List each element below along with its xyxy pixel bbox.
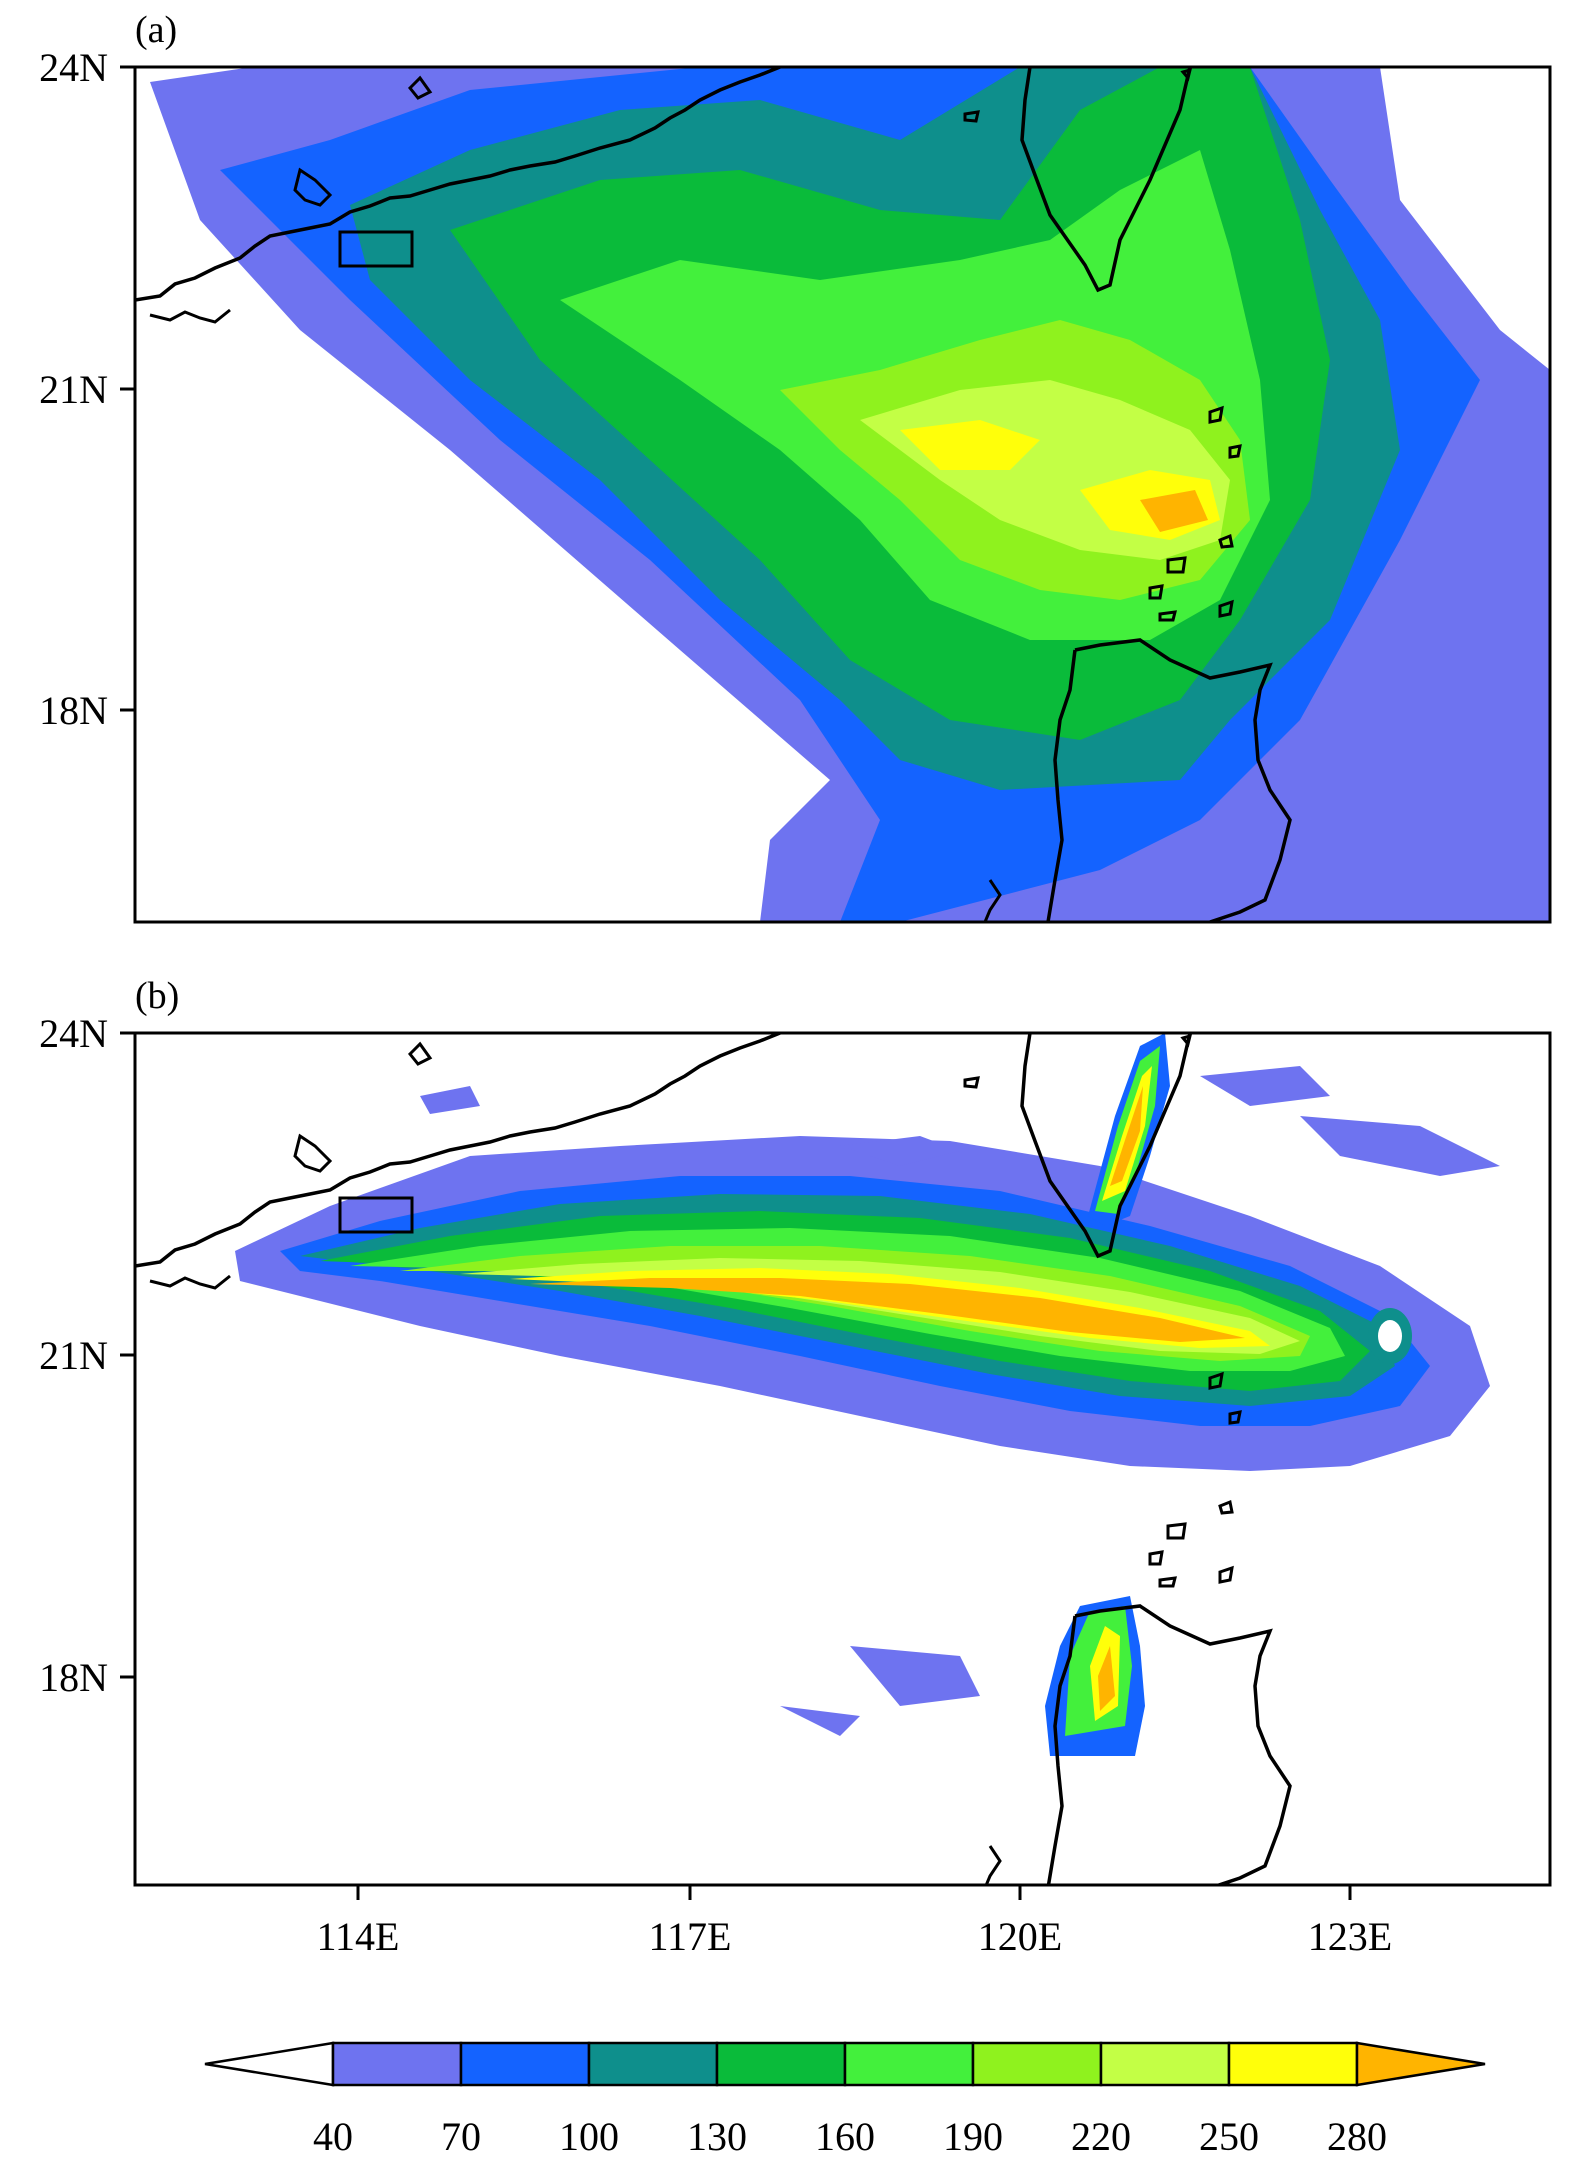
lon-label-117: 117E xyxy=(649,1914,732,1959)
panel-a: (a) xyxy=(133,9,1552,924)
colorbar-box xyxy=(459,2041,591,2087)
panel-b-label: (b) xyxy=(135,975,179,1017)
colorbar-tick-label: 70 xyxy=(441,2114,481,2159)
colorbar-tick-label: 280 xyxy=(1327,2114,1387,2159)
colorbar-under-triangle xyxy=(204,2041,335,2087)
colorbar-tick-label: 130 xyxy=(687,2114,747,2159)
lat-label-a-18: 18N xyxy=(39,688,108,733)
colorbar-box xyxy=(587,2041,719,2087)
colorbar-labels: 40 70 100 130 160 190 220 250 280 xyxy=(313,2114,1387,2159)
panel-b: (b) xyxy=(133,975,1552,1887)
colorbar-box xyxy=(1227,2041,1359,2087)
lon-label-123: 123E xyxy=(1308,1914,1392,1959)
lat-label-a-21: 21N xyxy=(39,367,108,412)
colorbar-tick-label: 250 xyxy=(1199,2114,1259,2159)
colorbar-box xyxy=(1099,2041,1231,2087)
colorbar-box xyxy=(715,2041,847,2087)
colorbar-box xyxy=(843,2041,975,2087)
panel-a-label: (a) xyxy=(135,9,177,51)
lat-axis-a: 24N 21N 18N xyxy=(39,45,135,733)
lat-label-a-24: 24N xyxy=(39,45,108,90)
colorbar-tick-label: 160 xyxy=(815,2114,875,2159)
colorbar-tick-label: 40 xyxy=(313,2114,353,2159)
lon-axis: 114E 117E 120E 123E xyxy=(317,1885,1392,1959)
lat-label-b-21: 21N xyxy=(39,1333,108,1378)
colorbar-over-triangle xyxy=(1355,2041,1486,2087)
colorbar-tick-label: 190 xyxy=(943,2114,1003,2159)
colorbar-box xyxy=(971,2041,1103,2087)
lon-label-114: 114E xyxy=(317,1914,400,1959)
panel-a-frame xyxy=(133,65,1552,924)
colorbar-tick-label: 100 xyxy=(559,2114,619,2159)
panel-a-field xyxy=(135,67,1550,922)
lon-label-120: 120E xyxy=(978,1914,1062,1959)
lat-axis-b: 24N 21N 18N xyxy=(39,1011,135,1700)
colorbar-box xyxy=(331,2041,463,2087)
panel-b-frame xyxy=(133,1031,1552,1887)
colorbar xyxy=(204,2041,1486,2087)
lat-label-b-18: 18N xyxy=(39,1655,108,1700)
lat-label-b-24: 24N xyxy=(39,1011,108,1056)
panel-b-field xyxy=(135,1033,1500,1885)
colorbar-tick-label: 220 xyxy=(1071,2114,1131,2159)
